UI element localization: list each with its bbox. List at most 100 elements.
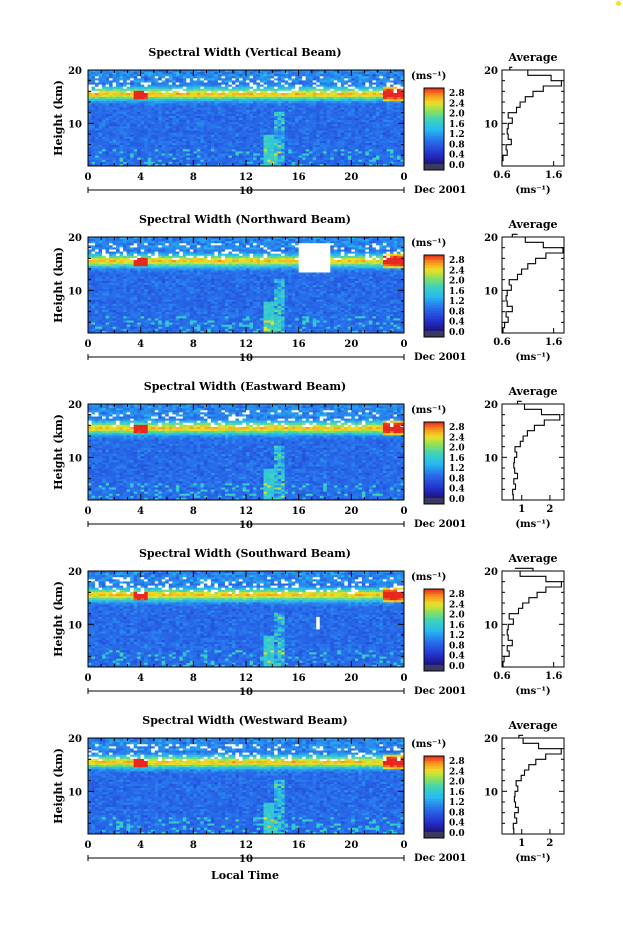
colorbar-unit: (ms⁻¹) — [411, 572, 446, 583]
colorbar-tick-label: 2.8 — [449, 423, 465, 433]
profile-line — [503, 568, 561, 667]
colorbar-tick-label: 0.0 — [449, 829, 465, 839]
colorbar-tick-label: 0.4 — [449, 485, 465, 495]
colorbar-tick-label: 0.4 — [449, 318, 465, 328]
day-label: 10 — [239, 186, 253, 197]
x-tick-label: 12 — [239, 339, 253, 350]
colorbar-tick-label: 1.2 — [449, 130, 465, 140]
profile-x-tick-label: 1.6 — [545, 170, 562, 181]
colorbar-tick-label: 2.0 — [449, 277, 465, 287]
x-tick-label: 20 — [344, 840, 358, 851]
x-tick-label: 16 — [292, 673, 306, 684]
profile-x-tick-label: 1.6 — [545, 671, 562, 682]
y-tick-label: 10 — [68, 286, 82, 297]
x-tick-label: 12 — [239, 840, 253, 851]
x-tick-label: 0 — [401, 506, 408, 517]
colorbar — [424, 422, 444, 504]
profile-y-tick-label: 20 — [484, 233, 498, 244]
heatmap-cells — [88, 571, 404, 667]
colorbar-tick-label: 2.0 — [449, 444, 465, 454]
colorbar-tick-label: 2.8 — [449, 757, 465, 767]
colorbar-unit: (ms⁻¹) — [411, 238, 446, 249]
profile-unit: (ms⁻¹) — [515, 686, 550, 697]
x-tick-label: 12 — [239, 506, 253, 517]
profile-x-tick-label: 0.6 — [493, 337, 510, 348]
x-tick-label: 20 — [344, 673, 358, 684]
colorbar-tick-label: 0.8 — [449, 140, 465, 150]
x-tick-label: 16 — [292, 506, 306, 517]
date-label: Dec 2001 — [414, 185, 466, 196]
colorbar-tick-label: 1.6 — [449, 454, 465, 464]
profile-x-tick-label: 2 — [546, 838, 553, 849]
day-label: 10 — [239, 687, 253, 698]
profile-y-tick-label: 10 — [484, 286, 498, 297]
colorbar-tick-label: 2.8 — [449, 89, 465, 99]
profile-title: Average — [507, 552, 557, 565]
colorbar-tick-label: 1.6 — [449, 788, 465, 798]
panel-1: Spectral Width (Vertical Beam) 10 20 Height… — [52, 46, 564, 197]
x-axis-label: Local Time — [211, 869, 279, 882]
x-tick-label: 4 — [137, 339, 144, 350]
y-tick-label: 20 — [68, 233, 82, 244]
colorbar-unit: (ms⁻¹) — [411, 739, 446, 750]
x-tick-label: 12 — [239, 673, 253, 684]
x-tick-label: 4 — [137, 673, 144, 684]
x-tick-label: 4 — [137, 506, 144, 517]
colorbar — [424, 88, 444, 170]
profile-line — [502, 67, 561, 166]
profile-frame — [502, 404, 564, 500]
panel-title: Spectral Width (Vertical Beam) — [148, 46, 341, 59]
colorbar-tick-label: 1.6 — [449, 120, 465, 130]
colorbar-tick-label: 2.4 — [449, 433, 465, 443]
profile-unit: (ms⁻¹) — [515, 185, 550, 196]
x-tick-label: 0 — [85, 673, 92, 684]
day-label: 10 — [239, 854, 253, 865]
panel-title: Spectral Width (Southward Beam) — [139, 547, 351, 560]
colorbar-tick-label: 0.0 — [449, 328, 465, 338]
profile-x-tick-label: 1 — [518, 838, 525, 849]
y-tick-label: 20 — [68, 734, 82, 745]
x-tick-label: 0 — [401, 673, 408, 684]
x-tick-label: 8 — [190, 506, 197, 517]
x-tick-label: 0 — [85, 506, 92, 517]
y-axis-label: Height (km) — [52, 581, 65, 657]
x-tick-label: 0 — [401, 840, 408, 851]
profile-line — [513, 735, 561, 834]
x-tick-label: 8 — [190, 339, 197, 350]
x-tick-label: 0 — [401, 339, 408, 350]
y-tick-label: 10 — [68, 620, 82, 631]
profile-y-tick-label: 10 — [484, 620, 498, 631]
profile-frame — [502, 738, 564, 834]
colorbar-tick-label: 1.2 — [449, 464, 465, 474]
colorbar — [424, 589, 444, 671]
colorbar-unit: (ms⁻¹) — [411, 71, 446, 82]
profile-line — [503, 234, 563, 333]
x-tick-label: 8 — [190, 673, 197, 684]
profile-y-tick-label: 10 — [484, 453, 498, 464]
day-label: 10 — [239, 520, 253, 531]
y-axis-label: Height (km) — [52, 414, 65, 490]
colorbar-tick-label: 1.2 — [449, 631, 465, 641]
x-tick-label: 16 — [292, 172, 306, 183]
x-tick-label: 0 — [85, 172, 92, 183]
y-tick-label: 20 — [68, 400, 82, 411]
profile-x-tick-label: 0.6 — [493, 671, 510, 682]
x-tick-label: 0 — [85, 840, 92, 851]
profile-unit: (ms⁻¹) — [515, 853, 550, 864]
profile-x-tick-label: 0.6 — [493, 170, 510, 181]
heatmap-cells — [88, 237, 404, 333]
colorbar-tick-label: 2.4 — [449, 600, 465, 610]
profile-y-tick-label: 20 — [484, 400, 498, 411]
colorbar-tick-label: 2.0 — [449, 110, 465, 120]
colorbar-tick-label: 0.4 — [449, 151, 465, 161]
y-axis-label: Height (km) — [52, 80, 65, 156]
x-tick-label: 0 — [85, 339, 92, 350]
date-label: Dec 2001 — [414, 686, 466, 697]
colorbar-tick-label: 0.8 — [449, 641, 465, 651]
y-axis-label: Height (km) — [52, 247, 65, 323]
x-tick-label: 20 — [344, 172, 358, 183]
profile-y-tick-label: 10 — [484, 787, 498, 798]
x-tick-label: 12 — [239, 172, 253, 183]
profile-y-tick-label: 20 — [484, 567, 498, 578]
